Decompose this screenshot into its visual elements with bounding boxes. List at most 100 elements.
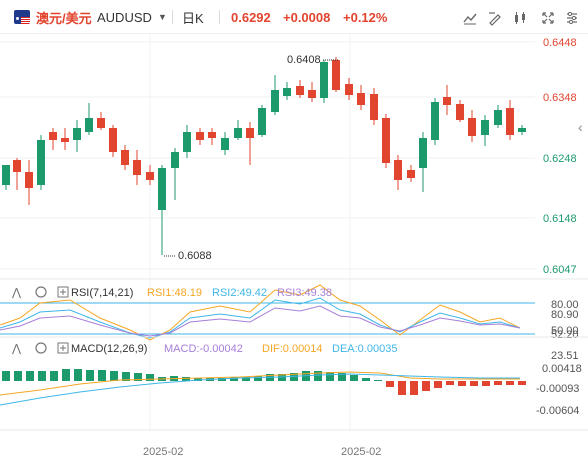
macd-bar-15: [182, 377, 190, 381]
candle-body-2: [25, 172, 33, 188]
dea-value: DEA:0.00035: [332, 343, 397, 355]
candle-body-13: [158, 168, 166, 210]
macd-bar-3: [38, 371, 46, 381]
macd-collapse-icon[interactable]: ⋀: [11, 343, 22, 355]
macd-bar-36: [434, 381, 442, 388]
rsi-y-label-1: 80.00: [551, 299, 579, 311]
macd-bar-30: [362, 378, 370, 381]
macd-bar-2: [26, 371, 34, 381]
rsi-y-label-2: 80.90: [551, 309, 579, 321]
candle-body-26: [320, 62, 328, 98]
candle-body-32: [394, 160, 402, 180]
candle-body-40: [494, 110, 502, 125]
candle-body-15: [183, 132, 191, 152]
macd-bar-31: [374, 380, 382, 381]
rsi2-value: RSI2:49.42: [212, 287, 267, 299]
candle-body-33: [407, 170, 415, 178]
rsi-y-label-5: 23.51: [551, 350, 579, 362]
y-label-3: 0.6248: [543, 153, 577, 165]
candle-body-18: [221, 138, 229, 150]
dif-value: DIF:0.00014: [262, 343, 323, 355]
candle-body-37: [456, 104, 464, 120]
rsi1-line: [0, 284, 521, 341]
macd-bar-4: [50, 371, 58, 381]
candle-body-42: [518, 128, 526, 132]
low-marker: 0.6088: [178, 250, 212, 262]
macd-bar-24: [290, 373, 298, 381]
rsi-y-label-3: 50.00: [551, 325, 579, 337]
settings-icon[interactable]: [564, 10, 580, 26]
macd-bar-21: [254, 376, 262, 381]
candle-body-19: [234, 128, 242, 138]
macd-bar-5: [62, 369, 70, 381]
macd-bar-33: [398, 381, 406, 395]
price-change: +0.0008: [283, 9, 331, 25]
candle-body-22: [271, 90, 279, 112]
macd-bar-10: [122, 372, 130, 381]
macd-title: MACD(12,26,9): [71, 343, 147, 355]
macd-bar-27: [326, 372, 334, 381]
line-style-icon[interactable]: [462, 10, 478, 26]
candle-type-icon[interactable]: [512, 10, 528, 26]
candle-body-34: [419, 138, 427, 168]
candle-body-12: [146, 172, 154, 180]
candle-body-39: [481, 120, 489, 135]
macd-toggle-icon[interactable]: [57, 342, 69, 354]
candle-body-28: [345, 84, 353, 95]
macd-y-label-3: -0.00604: [536, 405, 579, 417]
candle-body-41: [506, 108, 514, 135]
rsi-settings-icon[interactable]: [35, 286, 47, 298]
y-label-5: 0.6047: [543, 264, 577, 276]
x-label-2: 2025-02: [341, 446, 381, 458]
macd-settings-icon[interactable]: [35, 342, 47, 354]
candle-body-8: [97, 118, 105, 128]
candle-body-10: [121, 150, 129, 165]
candle-body-7: [85, 118, 93, 132]
dea-line: [0, 373, 520, 406]
candle-body-9: [109, 128, 117, 152]
macd-bar-32: [386, 381, 394, 387]
chart-toolbar: 澳元/美元 AUDUSD ▼ 日K 0.6292 +0.0008 +0.12%: [0, 0, 588, 34]
y-label-1: 0.6448: [543, 37, 577, 49]
macd-bar-20: [242, 377, 250, 381]
rsi2-line: [0, 297, 521, 339]
collapse-panel-icon[interactable]: ‹: [578, 119, 583, 135]
y-label-2: 0.6348: [543, 92, 577, 104]
drawing-icon[interactable]: [487, 10, 503, 26]
candle-body-23: [283, 88, 291, 96]
rsi3-line: [0, 305, 521, 337]
candle-body-25: [308, 90, 316, 98]
macd-bar-19: [230, 377, 238, 381]
macd-bar-38: [458, 381, 466, 386]
macd-bar-7: [86, 370, 94, 381]
candle-body-4: [49, 132, 57, 140]
candle-body-38: [468, 118, 476, 136]
rsi3-value: RSI3:49.38: [277, 287, 332, 299]
pair-name-cn[interactable]: 澳元/美元: [36, 10, 92, 26]
expand-icon[interactable]: [540, 10, 556, 26]
macd-bar-34: [410, 381, 418, 395]
macd-y-label-2: -0.00093: [536, 383, 579, 395]
y-label-4: 0.6148: [543, 213, 577, 225]
period-selector[interactable]: 日K: [182, 10, 204, 26]
candle-body-14: [171, 152, 179, 168]
high-marker: 0.6408: [287, 54, 321, 66]
rsi-toggle-icon[interactable]: [57, 286, 69, 298]
macd-bar-11: [134, 373, 142, 381]
macd-value: MACD:-0.00042: [164, 343, 243, 355]
pair-code[interactable]: AUDUSD: [97, 9, 152, 25]
last-price: 0.6292: [231, 9, 271, 25]
macd-bar-43: [518, 381, 526, 385]
price-change-pct: +0.12%: [343, 9, 388, 25]
macd-bar-6: [74, 369, 82, 381]
dif-line: [0, 371, 520, 396]
pair-dropdown-icon[interactable]: ▼: [158, 12, 167, 22]
candle-body-3: [37, 140, 45, 185]
candle-body-27: [332, 60, 340, 90]
macd-bar-42: [506, 381, 514, 385]
rsi-collapse-icon[interactable]: ⋀: [11, 287, 22, 299]
candle-body-1: [13, 160, 21, 172]
macd-bar-29: [350, 375, 358, 381]
